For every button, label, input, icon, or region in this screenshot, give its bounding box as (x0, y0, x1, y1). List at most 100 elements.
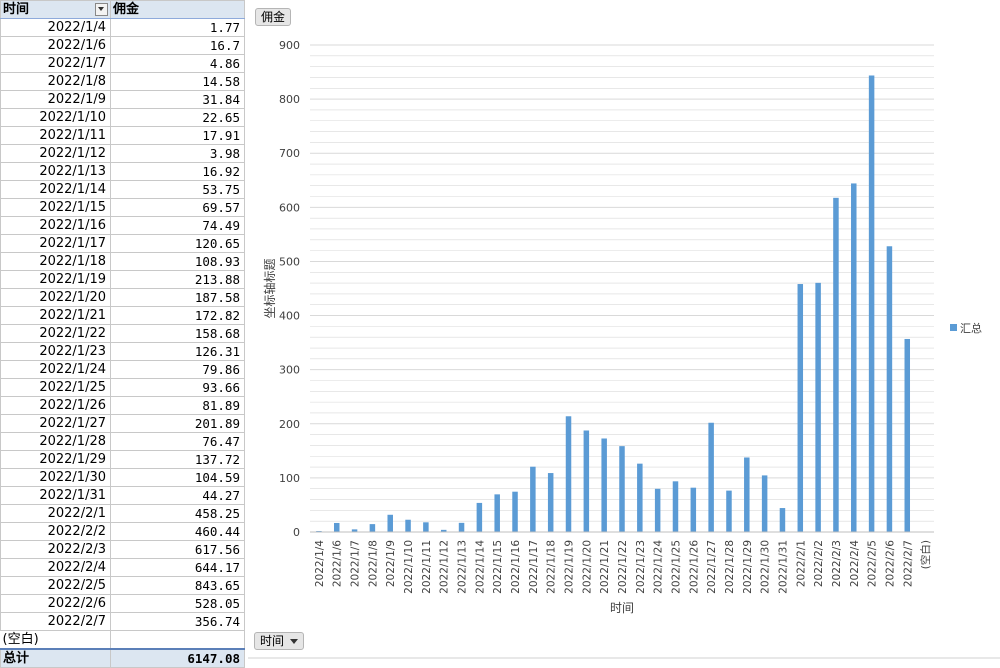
table-row[interactable]: 2022/2/6 528.05 (0, 594, 245, 613)
blank-row[interactable]: (空白) (0, 630, 245, 650)
value-cell[interactable]: 104.59 (110, 468, 245, 487)
value-cell[interactable]: 1.77 (110, 18, 245, 37)
table-row[interactable]: 2022/1/30 104.59 (0, 468, 245, 487)
value-cell[interactable]: 187.58 (110, 288, 245, 307)
table-row[interactable]: 2022/1/15 69.57 (0, 198, 245, 217)
table-row[interactable]: 2022/2/2 460.44 (0, 522, 245, 541)
table-row[interactable]: 2022/1/22 158.68 (0, 324, 245, 343)
table-row[interactable]: 2022/1/16 74.49 (0, 216, 245, 235)
value-cell[interactable]: 44.27 (110, 486, 245, 505)
value-cell[interactable]: 3.98 (110, 144, 245, 163)
table-row[interactable]: 2022/1/24 79.86 (0, 360, 245, 379)
blank-label-cell[interactable]: (空白) (0, 630, 111, 650)
value-cell[interactable]: 644.17 (110, 558, 245, 577)
date-cell[interactable]: 2022/1/15 (0, 198, 111, 217)
table-row[interactable]: 2022/1/9 31.84 (0, 90, 245, 109)
value-cell[interactable]: 74.49 (110, 216, 245, 235)
value-cell[interactable]: 79.86 (110, 360, 245, 379)
date-cell[interactable]: 2022/1/9 (0, 90, 111, 109)
table-row[interactable]: 2022/1/7 4.86 (0, 54, 245, 73)
date-cell[interactable]: 2022/1/20 (0, 288, 111, 307)
date-cell[interactable]: 2022/2/4 (0, 558, 111, 577)
date-cell[interactable]: 2022/1/28 (0, 432, 111, 451)
value-cell[interactable]: 17.91 (110, 126, 245, 145)
value-cell[interactable]: 108.93 (110, 252, 245, 271)
value-field-button[interactable]: 佣金 (255, 8, 292, 26)
value-cell[interactable]: 843.65 (110, 576, 245, 595)
table-row[interactable]: 2022/2/5 843.65 (0, 576, 245, 595)
value-cell[interactable]: 158.68 (110, 324, 245, 343)
date-cell[interactable]: 2022/1/27 (0, 414, 111, 433)
value-cell[interactable]: 53.75 (110, 180, 245, 199)
table-row[interactable]: 2022/1/6 16.7 (0, 36, 245, 55)
date-cell[interactable]: 2022/1/4 (0, 18, 111, 37)
date-cell[interactable]: 2022/1/7 (0, 54, 111, 73)
date-cell[interactable]: 2022/2/3 (0, 540, 111, 559)
table-row[interactable]: 2022/2/7 356.74 (0, 612, 245, 631)
date-cell[interactable]: 2022/2/5 (0, 576, 111, 595)
table-row[interactable]: 2022/1/25 93.66 (0, 378, 245, 397)
value-cell[interactable]: 22.65 (110, 108, 245, 127)
date-cell[interactable]: 2022/1/16 (0, 216, 111, 235)
date-cell[interactable]: 2022/2/6 (0, 594, 111, 613)
table-row[interactable]: 2022/2/3 617.56 (0, 540, 245, 559)
date-cell[interactable]: 2022/1/17 (0, 234, 111, 253)
value-cell[interactable]: 31.84 (110, 90, 245, 109)
header-time-cell[interactable]: 时间 (0, 0, 111, 19)
table-row[interactable]: 2022/1/11 17.91 (0, 126, 245, 145)
table-row[interactable]: 2022/1/21 172.82 (0, 306, 245, 325)
table-row[interactable]: 2022/1/28 76.47 (0, 432, 245, 451)
table-row[interactable]: 2022/2/1 458.25 (0, 504, 245, 523)
blank-value-cell[interactable] (110, 630, 245, 650)
date-cell[interactable]: 2022/1/6 (0, 36, 111, 55)
date-cell[interactable]: 2022/1/18 (0, 252, 111, 271)
total-label-cell[interactable]: 总计 (0, 648, 111, 668)
value-cell[interactable]: 16.7 (110, 36, 245, 55)
table-row[interactable]: 2022/1/31 44.27 (0, 486, 245, 505)
date-cell[interactable]: 2022/1/14 (0, 180, 111, 199)
date-cell[interactable]: 2022/1/12 (0, 144, 111, 163)
table-row[interactable]: 2022/1/8 14.58 (0, 72, 245, 91)
date-cell[interactable]: 2022/1/23 (0, 342, 111, 361)
value-cell[interactable]: 14.58 (110, 72, 245, 91)
value-cell[interactable]: 126.31 (110, 342, 245, 361)
total-row[interactable]: 总计 6147.08 (0, 648, 245, 668)
table-row[interactable]: 2022/1/4 1.77 (0, 18, 245, 37)
date-cell[interactable]: 2022/1/31 (0, 486, 111, 505)
value-cell[interactable]: 16.92 (110, 162, 245, 181)
table-row[interactable]: 2022/2/4 644.17 (0, 558, 245, 577)
value-cell[interactable]: 93.66 (110, 378, 245, 397)
value-cell[interactable]: 120.65 (110, 234, 245, 253)
table-row[interactable]: 2022/1/17 120.65 (0, 234, 245, 253)
value-cell[interactable]: 617.56 (110, 540, 245, 559)
value-cell[interactable]: 460.44 (110, 522, 245, 541)
date-cell[interactable]: 2022/2/7 (0, 612, 111, 631)
value-cell[interactable]: 528.05 (110, 594, 245, 613)
date-cell[interactable]: 2022/2/1 (0, 504, 111, 523)
date-cell[interactable]: 2022/1/22 (0, 324, 111, 343)
chevron-down-icon[interactable] (290, 639, 299, 644)
date-cell[interactable]: 2022/1/10 (0, 108, 111, 127)
axis-field-button[interactable]: 时间 (254, 632, 305, 650)
date-cell[interactable]: 2022/1/30 (0, 468, 111, 487)
value-cell[interactable]: 76.47 (110, 432, 245, 451)
date-cell[interactable]: 2022/1/11 (0, 126, 111, 145)
value-cell[interactable]: 69.57 (110, 198, 245, 217)
table-row[interactable]: 2022/1/18 108.93 (0, 252, 245, 271)
table-row[interactable]: 2022/1/23 126.31 (0, 342, 245, 361)
date-cell[interactable]: 2022/1/13 (0, 162, 111, 181)
filter-dropdown-icon[interactable] (95, 3, 108, 16)
value-cell[interactable]: 201.89 (110, 414, 245, 433)
table-row[interactable]: 2022/1/20 187.58 (0, 288, 245, 307)
table-row[interactable]: 2022/1/26 81.89 (0, 396, 245, 415)
table-row[interactable]: 2022/1/13 16.92 (0, 162, 245, 181)
date-cell[interactable]: 2022/1/26 (0, 396, 111, 415)
value-cell[interactable]: 4.86 (110, 54, 245, 73)
pivot-chart[interactable]: 0 100 200 300 400 500 600 700 800 900 坐标轴标题 2022/1/… (248, 0, 1000, 665)
table-row[interactable]: 2022/1/10 22.65 (0, 108, 245, 127)
value-cell[interactable]: 81.89 (110, 396, 245, 415)
table-row[interactable]: 2022/1/29 137.72 (0, 450, 245, 469)
date-cell[interactable]: 2022/1/29 (0, 450, 111, 469)
table-row[interactable]: 2022/1/19 213.88 (0, 270, 245, 289)
table-row[interactable]: 2022/1/14 53.75 (0, 180, 245, 199)
